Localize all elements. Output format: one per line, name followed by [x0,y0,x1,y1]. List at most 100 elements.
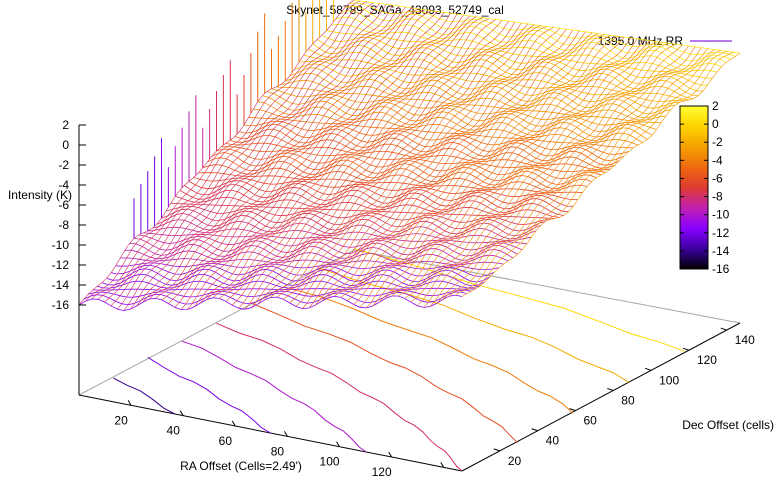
surface-column [270,26,548,298]
surface-column [161,11,438,301]
z-tick-label: -10 [52,238,70,252]
contour-line [113,377,176,415]
colorbar-tick-label: -10 [712,208,730,222]
colorbar-tick-label: -2 [712,135,723,149]
y-tick-label: 120 [697,353,717,367]
surface-row [331,24,717,73]
surface-column [449,51,728,297]
colorbar-tick-label: 2 [712,99,719,113]
surface-row [138,234,523,251]
surface-column [404,44,683,299]
contour-line [181,340,367,453]
surface-column [148,9,425,300]
y-tick [720,327,727,331]
colorbar-tick-label: -8 [712,190,723,204]
chart-title: Skynet_58789_SAGa_43093_52749_cal [286,3,504,17]
surface-column [104,3,380,303]
y-tick [569,408,576,412]
surface-column [436,49,715,304]
y-tick [644,367,652,371]
surface-column [251,23,528,308]
contour-line [250,302,518,444]
surface-column [321,33,599,302]
x-tick-label: 20 [114,413,128,427]
z-tick-label: -4 [58,178,69,192]
y-tick [682,347,690,351]
colorbar: 2 0 -2 -4 -6 -8 -10 -12 -14 -16 [679,99,730,276]
x-axis-label: RA Offset (Cells=2.49') [180,459,302,473]
y-tick-label: 60 [583,414,597,428]
surface-column [308,31,586,309]
surface-row [152,219,537,240]
colorbar-tick-label: 0 [712,117,719,131]
y-tick [531,428,538,432]
surface-column [372,40,651,307]
surface-column [206,17,483,300]
surface-column [295,29,573,307]
contour-line [147,356,271,434]
x-tick-label: 140 [424,475,444,478]
x-tick [440,462,445,468]
surface-column [391,43,670,297]
surface-column [212,18,490,298]
contour-line [319,267,630,383]
x-axis-ticks: 20 40 60 80 100 120 140 [114,400,445,478]
surface-column [257,24,535,305]
surface-column [136,7,413,307]
z-axis-label: Intensity (K) [8,188,72,202]
surface-column [110,4,387,307]
z-tick-label: -16 [52,298,70,312]
surface-column [155,10,432,299]
y-axis-ticks: 20 40 60 80 100 120 140 [493,327,755,468]
surface-column [193,15,471,308]
surface-column [314,32,593,306]
surface-mesh [78,0,741,311]
surface-column [85,0,361,302]
surface-column [283,28,561,300]
colorbar-tick-label: -6 [712,171,723,185]
surface-column [276,27,554,298]
surface-column [244,22,522,310]
surface-column [417,46,696,306]
surface-column [123,5,400,311]
surface-column [225,20,503,302]
surface-column [174,13,451,308]
z-tick-label: -14 [52,278,70,292]
surface-column [231,20,509,306]
surface-column [353,37,631,305]
surface-column [340,35,618,298]
surface-column [366,39,644,309]
surface-column [327,34,605,299]
surface-column [219,19,496,299]
surface-column [442,50,721,300]
surface-column [398,43,676,297]
y-tick-label: 140 [735,333,755,347]
y-tick [493,448,500,452]
surface-column [385,42,663,299]
contour-line [353,248,685,352]
surface-column [91,1,368,300]
colorbar-tick-label: -14 [712,244,730,258]
surface-column [289,28,567,304]
surface-column [142,8,419,303]
surface-column [200,16,477,304]
y-tick-label: 80 [621,393,635,407]
colorbar-gradient [679,105,709,270]
x-tick [336,441,340,447]
y-axis-line [461,322,741,472]
surface-column [334,35,612,297]
x-tick [388,451,393,458]
colorbar-tick-label: -4 [712,153,723,167]
surface-column [429,48,709,307]
surface-column [263,25,541,301]
z-tick-label: -6 [58,198,69,212]
surface-column [455,51,734,296]
contour-line [216,322,463,472]
surface-column [302,30,580,309]
z-tick-label: -12 [52,258,70,272]
colorbar-tick-label: -16 [712,262,730,276]
y-tick-label: 20 [508,454,522,468]
surface-column [129,6,406,310]
